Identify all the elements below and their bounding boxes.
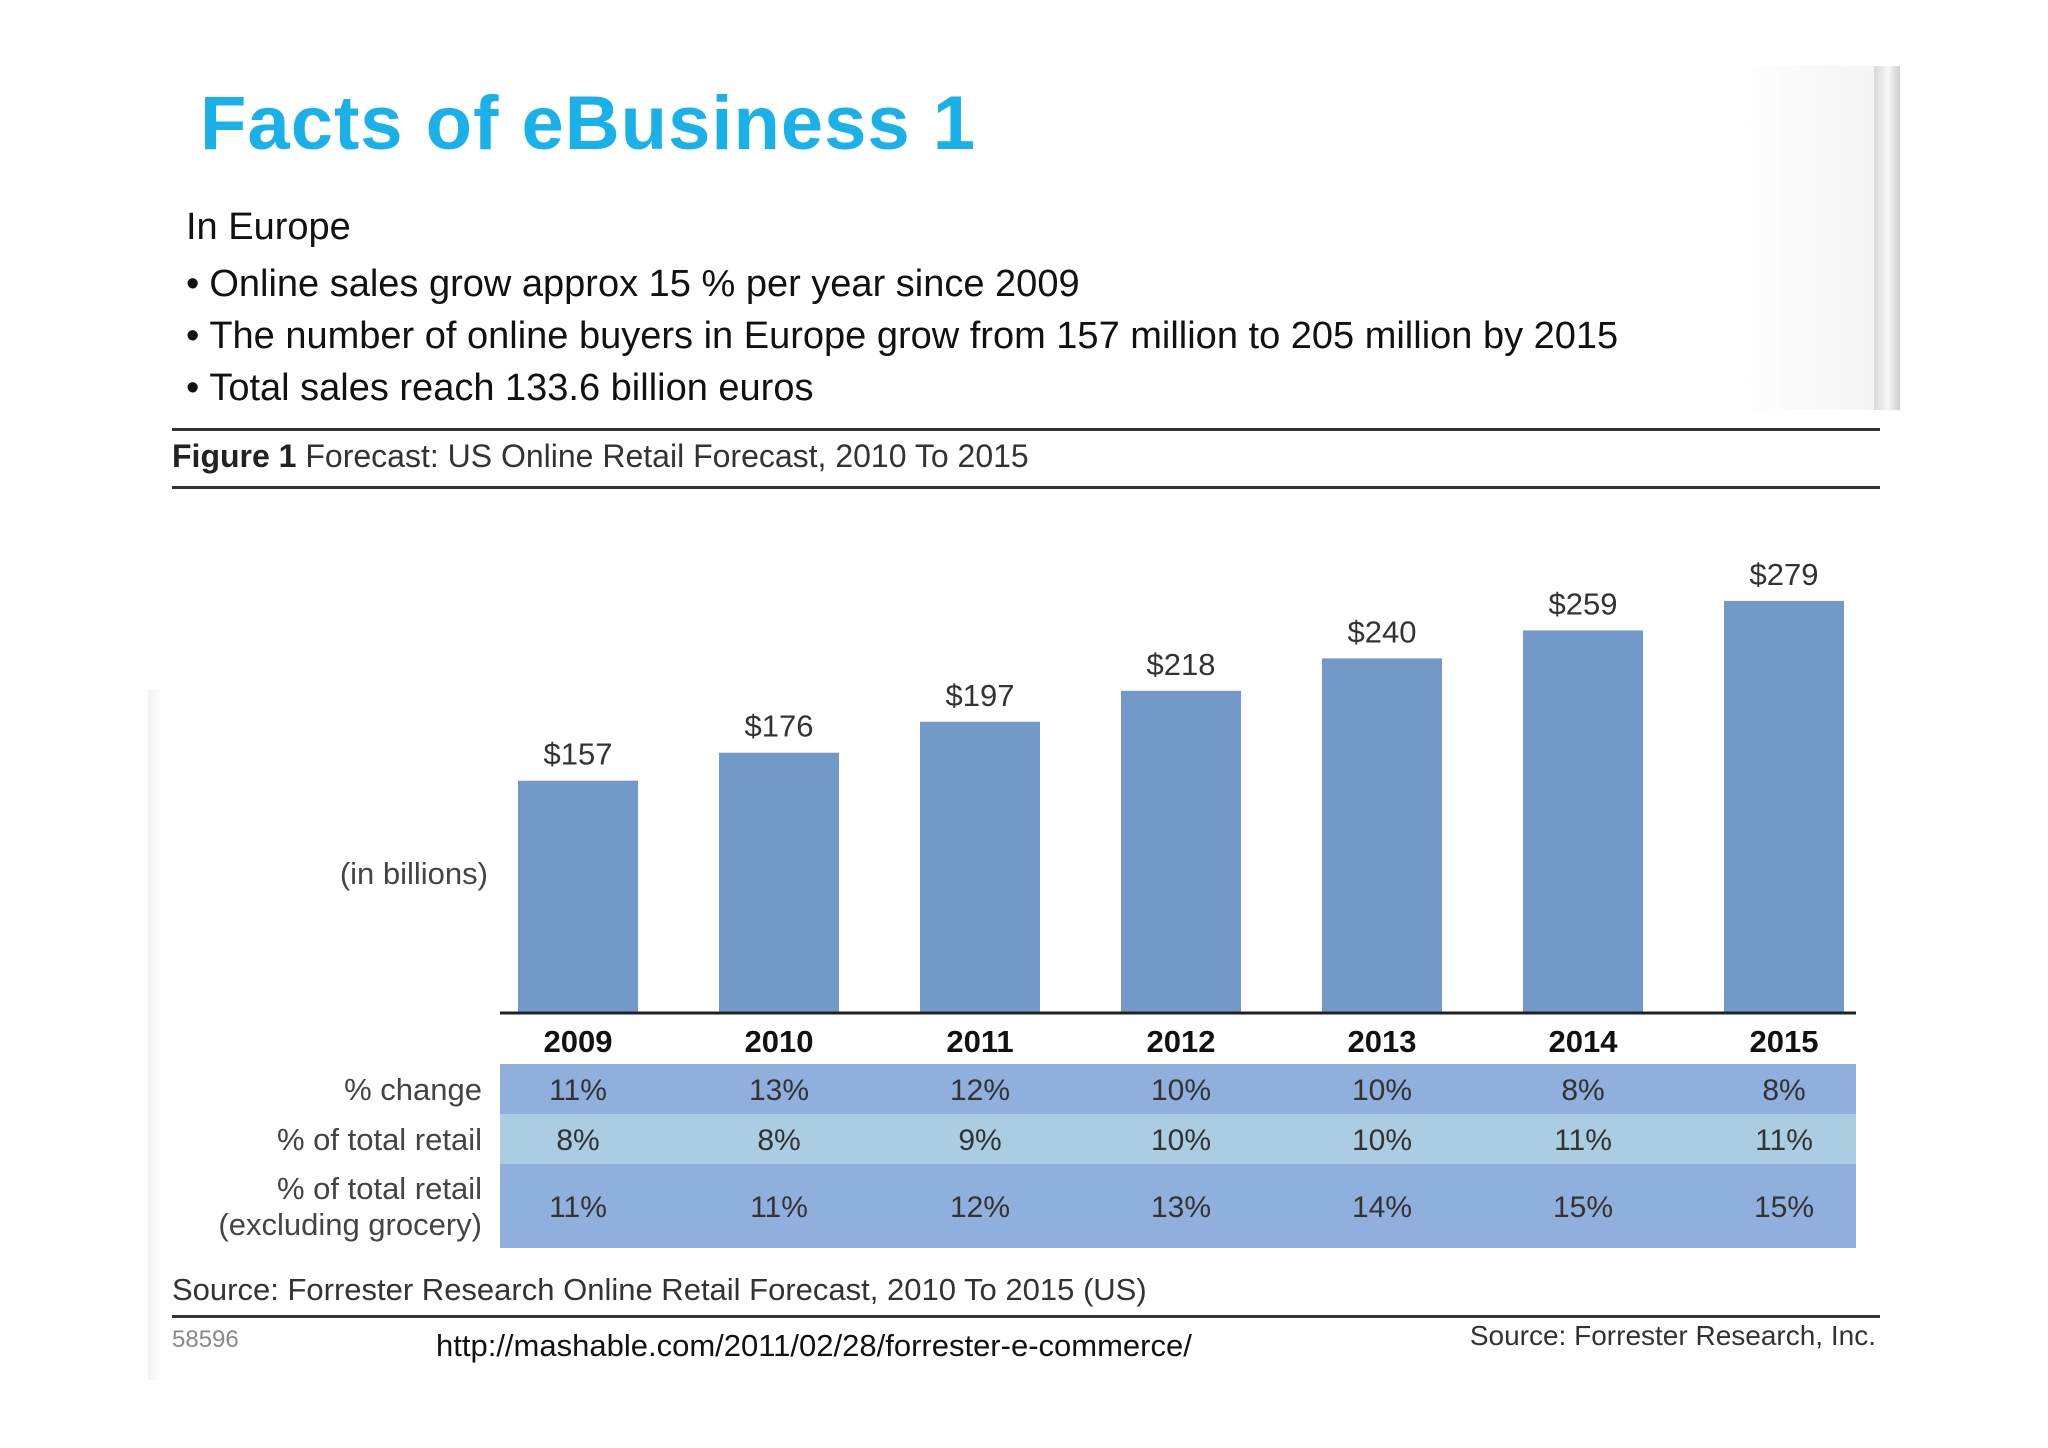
x-tick-label: 2012 <box>1147 1024 1216 1059</box>
table-cell: 8% <box>757 1124 800 1157</box>
table-cell: 15% <box>1754 1191 1814 1224</box>
x-tick-label: 2013 <box>1348 1024 1417 1059</box>
table-cell: 13% <box>749 1074 809 1107</box>
figure-header-rule <box>172 486 1880 489</box>
bar-2010 <box>719 752 839 1012</box>
bar-value-label: $218 <box>1147 647 1216 682</box>
table-cell: 8% <box>1762 1074 1805 1107</box>
table-cell: 11% <box>1554 1124 1612 1157</box>
corner-decoration-fade <box>1730 66 1874 410</box>
table-cell: 8% <box>1561 1074 1604 1107</box>
bar-2013 <box>1322 658 1442 1012</box>
table-cell: 15% <box>1553 1191 1613 1224</box>
left-edge-shadow <box>148 690 162 1380</box>
bar-value-label: $176 <box>745 709 814 744</box>
bar-2015 <box>1724 600 1844 1012</box>
y-axis-label: (in billions) <box>340 856 488 891</box>
table-row-label: % of total retail <box>277 1171 482 1206</box>
table-cell: 12% <box>950 1074 1010 1107</box>
table-row-label: (excluding grocery) <box>218 1207 482 1242</box>
table-cell: 12% <box>950 1191 1010 1224</box>
figure-label: Figure 1 <box>172 438 297 474</box>
table-cell: 11% <box>750 1191 808 1224</box>
figure-bottom-rule <box>172 1315 1880 1318</box>
x-tick-label: 2011 <box>946 1024 1013 1059</box>
table-cell: 10% <box>1352 1124 1412 1157</box>
table-row-background <box>500 1164 1856 1248</box>
bar-2014 <box>1523 630 1643 1012</box>
table-cell: 10% <box>1352 1074 1412 1107</box>
figure-title: Figure 1 Forecast: US Online Retail Fore… <box>172 438 1029 475</box>
x-tick-label: 2014 <box>1549 1024 1619 1059</box>
figure-id: 58596 <box>172 1326 239 1353</box>
figure-credit: Source: Forrester Research, Inc. <box>1469 1320 1876 1351</box>
bar-2009 <box>518 780 638 1012</box>
slide-subhead: In Europe <box>186 206 351 248</box>
table-row-background <box>500 1114 1856 1164</box>
bullet-list: Online sales grow approx 15 % per year s… <box>186 258 1618 414</box>
table-cell: 9% <box>958 1124 1001 1157</box>
table-cell: 14% <box>1352 1191 1412 1224</box>
figure-top-rule <box>172 428 1880 431</box>
x-tick-label: 2009 <box>544 1024 613 1059</box>
table-row-label: % change <box>344 1072 482 1107</box>
figure-source: Source: Forrester Research Online Retail… <box>172 1272 1147 1307</box>
bar-value-label: $279 <box>1750 557 1819 592</box>
table-row-label: % of total retail <box>277 1122 482 1157</box>
bar-value-label: $157 <box>544 737 613 772</box>
bullet-item: Online sales grow approx 15 % per year s… <box>186 258 1618 310</box>
table-cell: 11% <box>549 1191 607 1224</box>
bullet-item: Total sales reach 133.6 billion euros <box>186 362 1618 414</box>
x-tick-label: 2015 <box>1750 1024 1819 1059</box>
bar-2012 <box>1121 690 1241 1012</box>
table-cell: 8% <box>556 1124 599 1157</box>
bullet-item: The number of online buyers in Europe gr… <box>186 310 1618 362</box>
bar-2011 <box>920 721 1040 1012</box>
table-cell: 10% <box>1151 1124 1211 1157</box>
bar-value-label: $197 <box>946 678 1015 713</box>
table-cell: 11% <box>549 1074 607 1107</box>
table-cell: 13% <box>1151 1191 1211 1224</box>
table-cell: 11% <box>1755 1124 1813 1157</box>
x-tick-label: 2010 <box>745 1024 814 1059</box>
source-url[interactable]: http://mashable.com/2011/02/28/forrester… <box>436 1328 1192 1363</box>
bar-value-label: $259 <box>1549 586 1618 621</box>
slide-title: Facts of eBusiness 1 <box>200 81 977 166</box>
table-cell: 10% <box>1151 1074 1211 1107</box>
corner-decoration-bar <box>1874 66 1900 410</box>
table-row-background <box>500 1064 1856 1114</box>
bar-value-label: $240 <box>1348 614 1417 649</box>
figure-caption: Forecast: US Online Retail Forecast, 201… <box>305 438 1029 474</box>
